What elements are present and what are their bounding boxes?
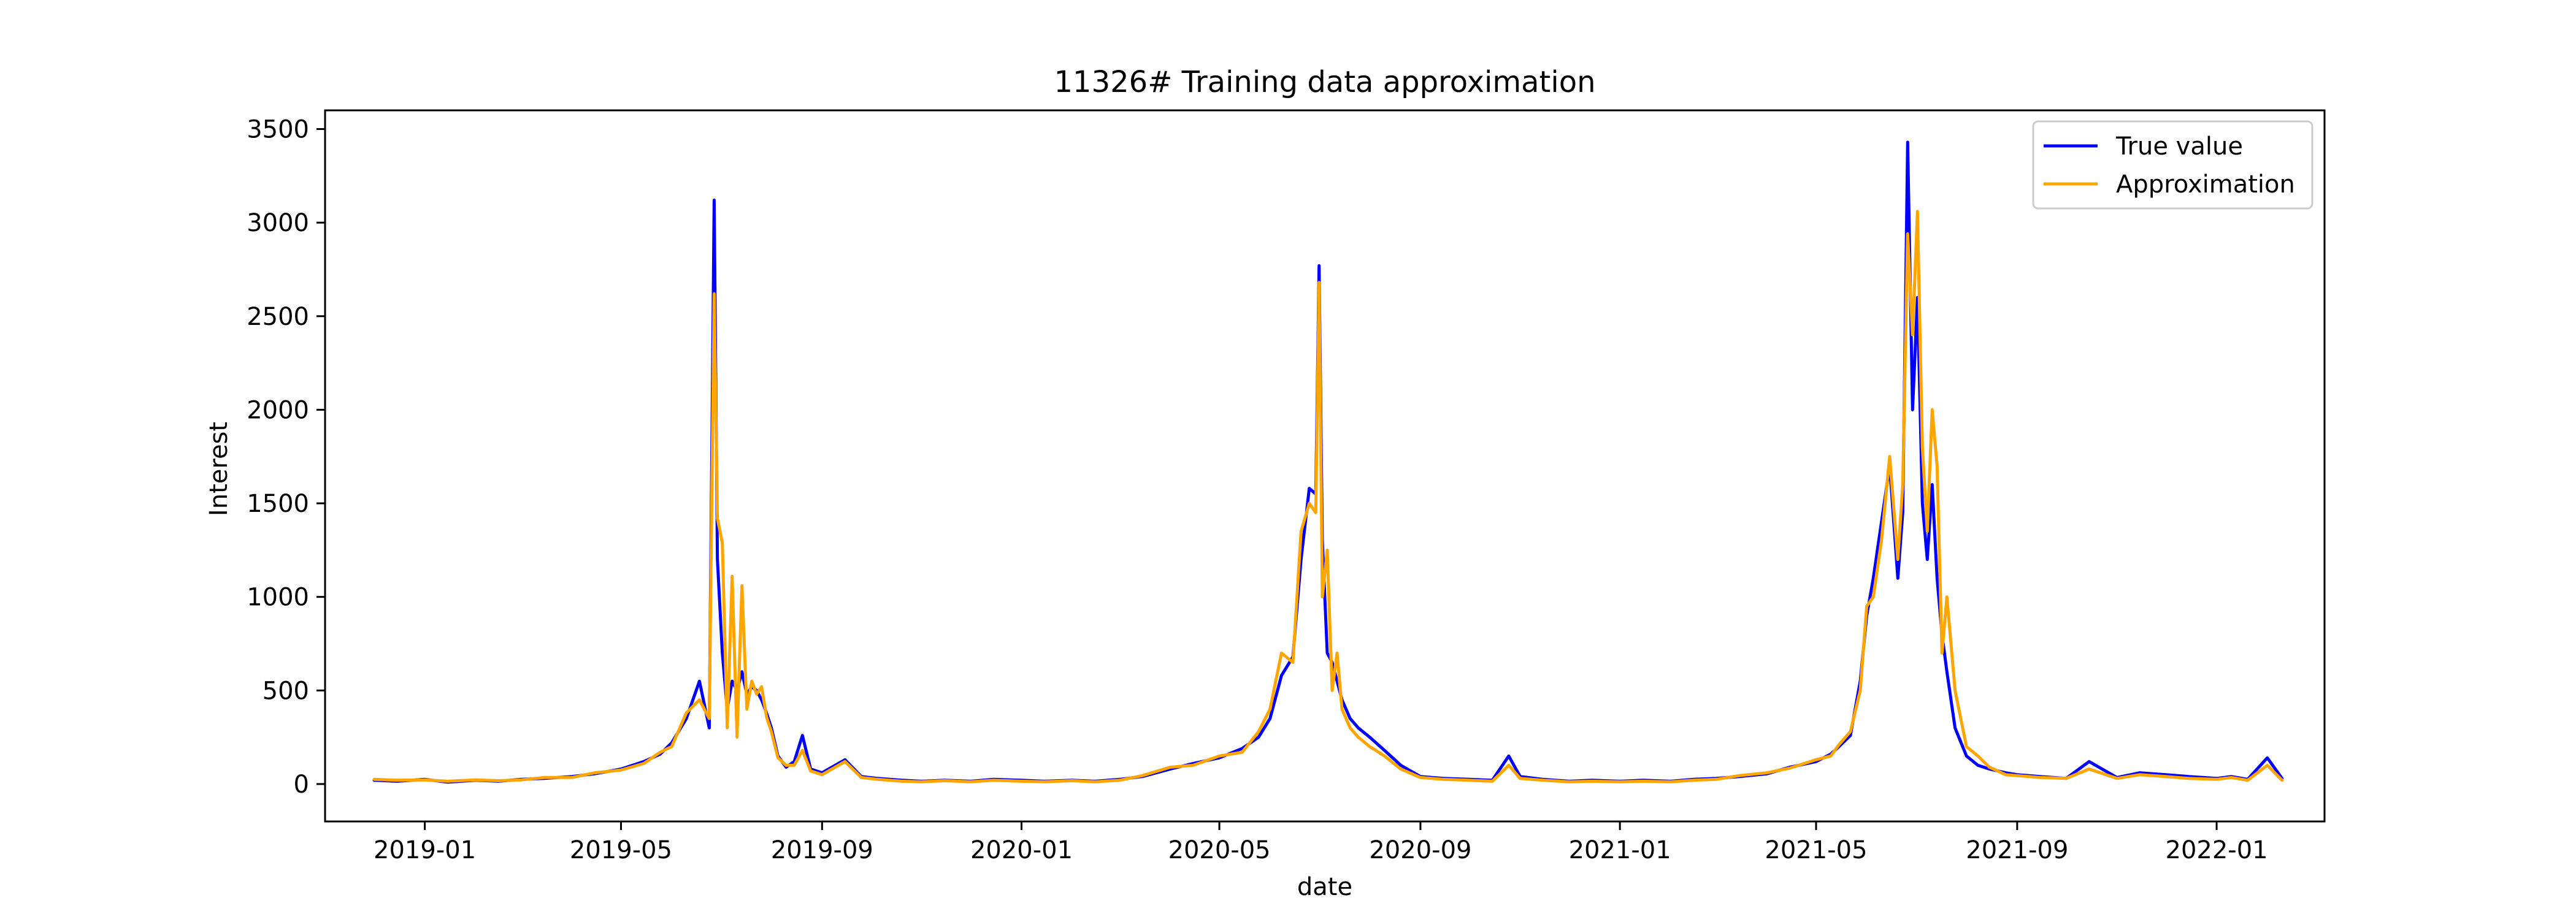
y-tick-label: 0 xyxy=(294,771,309,799)
x-tick-label: 2021-01 xyxy=(1569,836,1671,864)
y-tick-label: 2000 xyxy=(247,396,309,424)
y-tick-label: 3000 xyxy=(247,209,309,237)
x-tick-label: 2019-05 xyxy=(570,836,672,864)
x-tick-label: 2021-05 xyxy=(1765,836,1867,864)
chart-title: 11326# Training data approximation xyxy=(1054,65,1596,99)
legend-box xyxy=(2032,120,2313,210)
series-line-true-value xyxy=(372,140,2284,784)
series-layer xyxy=(372,140,2284,784)
y-tick-label: 1500 xyxy=(247,490,309,518)
x-axis: 2019-01 2019-05 2019-09 2020-01 2020-05 2020-… xyxy=(374,821,2268,864)
y-tick-label: 2500 xyxy=(247,303,309,331)
x-tick-label: 2020-05 xyxy=(1168,836,1271,864)
x-tick-label: 2021-09 xyxy=(1966,836,2068,864)
x-tick-label: 2019-09 xyxy=(771,836,873,864)
y-tick-label: 500 xyxy=(263,677,309,705)
series-line-approximation xyxy=(372,210,2284,783)
legend: True value Approximation xyxy=(2032,120,2313,210)
y-tick-label: 3500 xyxy=(247,116,309,144)
x-tick-label: 2020-09 xyxy=(1369,836,1471,864)
x-tick-label: 2022-01 xyxy=(2166,836,2268,864)
legend-label-true-value: True value xyxy=(2115,132,2243,161)
x-axis-label: date xyxy=(1297,873,1352,901)
plot-frame xyxy=(324,109,2326,823)
legend-label-approximation: Approximation xyxy=(2116,170,2295,199)
y-tick-label: 1000 xyxy=(247,584,309,612)
x-tick-label: 2019-01 xyxy=(374,836,476,864)
x-tick-label: 2020-01 xyxy=(970,836,1073,864)
y-axis: 0 500 1000 1500 2000 2500 3000 3500 xyxy=(247,116,325,799)
y-axis-label: Interest xyxy=(205,422,233,516)
